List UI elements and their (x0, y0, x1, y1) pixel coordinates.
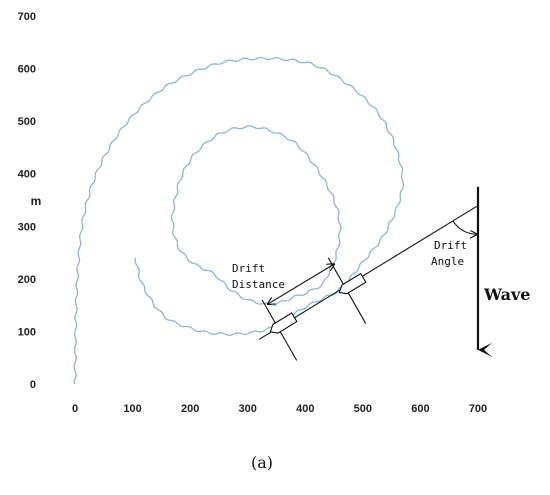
y-tick-label: 200 (18, 274, 36, 286)
y-tick-label: 700 (18, 11, 36, 23)
y-tick-label: 300 (18, 221, 36, 233)
x-tick-label: 0 (72, 403, 78, 415)
drift-angle-label-line1: Drift (434, 239, 467, 252)
plot-area (73, 56, 492, 385)
y-tick-label: 600 (18, 64, 36, 76)
x-tick-label: 500 (354, 403, 372, 415)
drift-angle-arc (452, 220, 477, 234)
drift-angle-label: Drift Angle (431, 239, 467, 268)
drift-angle-label-line2: Angle (431, 255, 464, 268)
y-axis-ticks: 0 100 200 300 400 500 600 700 (18, 11, 36, 391)
x-axis-ticks: 0 100 200 300 400 500 600 700 (72, 403, 487, 415)
ship-hull (269, 312, 298, 334)
y-tick-label: 500 (18, 116, 36, 128)
figure-caption: (a) (251, 453, 273, 472)
x-tick-label: 300 (239, 403, 257, 415)
drift-distance-arrow (268, 264, 334, 304)
ship-2 (338, 272, 367, 295)
x-tick-label: 700 (469, 403, 487, 415)
drift-distance-label-line2: Distance (232, 278, 285, 291)
wave-label: Wave (483, 285, 530, 304)
ship-1 (269, 312, 298, 334)
track-series-1 (73, 56, 405, 385)
x-tick-label: 400 (296, 403, 314, 415)
y-tick-label: 400 (18, 169, 36, 181)
ship-hull (338, 272, 367, 295)
y-tick-label: 100 (18, 326, 36, 338)
drift-distance-label-line1: Drift (232, 262, 265, 275)
x-tick-label: 600 (411, 403, 429, 415)
x-tick-label: 200 (181, 403, 199, 415)
x-tick-label: 100 (123, 403, 141, 415)
y-axis-label: m (31, 194, 42, 208)
drift-line (258, 205, 478, 340)
drift-distance-label: Drift Distance (232, 262, 285, 291)
y-tick-label: 0 (30, 379, 36, 391)
